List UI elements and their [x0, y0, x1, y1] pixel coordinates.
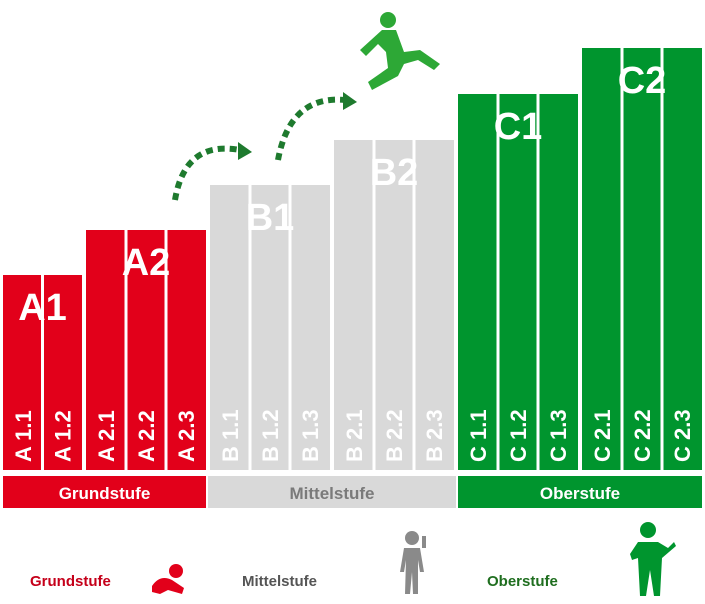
sublevel-label: C 1.3: [546, 409, 571, 462]
stage-oberstufe: Oberstufe: [458, 476, 702, 508]
legend-mittelstufe: Mittelstufe: [242, 573, 317, 590]
dashed-arrow-icon: [172, 96, 346, 201]
sublevel-label: C 2.3: [670, 409, 695, 462]
sublevel-label: C 2.2: [630, 409, 655, 462]
sublevel-label: B 1.2: [258, 409, 283, 462]
sublevel-label: B 1.3: [298, 409, 323, 462]
stage-label: Mittelstufe: [290, 484, 375, 503]
stage-label: Grundstufe: [59, 484, 151, 503]
sublevel-label: A 2.2: [134, 410, 159, 462]
stage-grundstufe: Grundstufe: [3, 476, 206, 508]
sublevel-label: B 2.2: [382, 409, 407, 462]
level-a1: A1 A 1.1 A 1.2: [3, 272, 82, 470]
legend-oberstufe: Oberstufe: [487, 573, 558, 590]
person-presenting-icon: [630, 522, 676, 596]
level-label: B2: [370, 152, 419, 194]
level-c1: C1 C 1.1 C 1.2 C 1.3: [458, 91, 578, 470]
stage-label: Oberstufe: [540, 484, 620, 503]
sublevel-label: A 1.2: [50, 410, 75, 462]
level-bar: [210, 182, 330, 470]
level-b1: B1 B 1.1 B 1.2 B 1.3: [210, 182, 330, 470]
level-bar: [458, 91, 578, 470]
sublevel-label: B 2.1: [342, 409, 367, 462]
sublevel-label: B 1.1: [218, 409, 243, 462]
sublevel-label: C 2.1: [590, 409, 615, 462]
level-bar: [582, 45, 702, 470]
stage-bar: [208, 476, 456, 508]
stage-bar: [458, 476, 702, 508]
level-b2: B2 B 2.1 B 2.2 B 2.3: [334, 137, 454, 470]
stage-mittelstufe: Mittelstufe: [208, 476, 456, 508]
stage-bar: [3, 476, 206, 508]
level-label: B1: [246, 197, 295, 239]
level-bar: [86, 227, 206, 470]
level-label: C2: [618, 60, 667, 102]
level-a2: A2 A 2.1 A 2.2 A 2.3: [86, 227, 206, 470]
level-bar: [334, 137, 454, 470]
runner-icon: [360, 12, 440, 90]
dashed-arrow-icon: [238, 92, 357, 160]
level-label: C1: [494, 106, 543, 148]
sublevel-label: A 2.3: [174, 410, 199, 462]
legend-grundstufe: Grundstufe: [30, 573, 111, 590]
sublevel-label: C 1.1: [466, 409, 491, 462]
sublevel-label: A 2.1: [94, 410, 119, 462]
level-c2: C2 C 2.1 C 2.2 C 2.3: [582, 45, 702, 470]
level-label: A1: [18, 287, 67, 329]
level-label: A2: [122, 242, 171, 284]
baby-crawling-icon: [152, 564, 184, 594]
sublevel-label: C 1.2: [506, 409, 531, 462]
sublevel-label: A 1.1: [11, 410, 36, 462]
sublevel-label: B 2.3: [422, 409, 447, 462]
person-standing-icon: [400, 531, 426, 594]
